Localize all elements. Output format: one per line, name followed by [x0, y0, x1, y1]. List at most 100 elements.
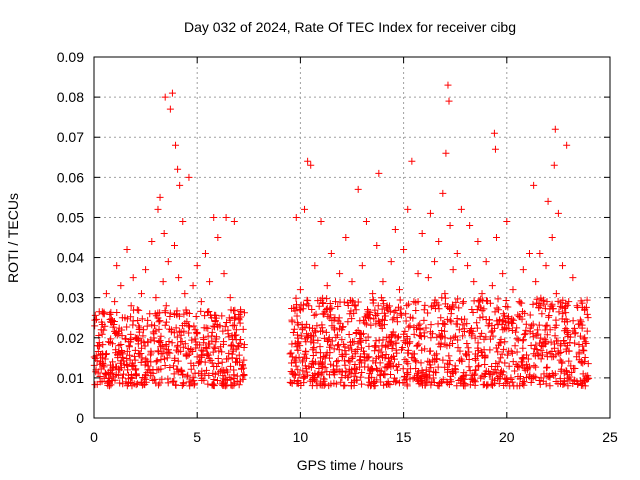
data-point	[228, 341, 236, 349]
y-tick-label: 0	[76, 410, 84, 426]
data-point	[375, 318, 383, 326]
data-point	[481, 361, 489, 369]
y-tick-label: 0.03	[57, 290, 84, 306]
data-point	[96, 360, 104, 368]
data-point	[306, 324, 314, 332]
data-point	[566, 373, 574, 381]
data-point	[539, 338, 547, 346]
data-point	[234, 342, 242, 350]
data-point	[441, 327, 449, 335]
data-point	[564, 332, 572, 340]
data-point	[208, 314, 216, 322]
data-point	[456, 347, 464, 355]
data-point	[237, 306, 245, 314]
data-point	[296, 286, 304, 294]
data-point	[157, 356, 165, 364]
data-point	[144, 362, 152, 370]
data-point	[532, 363, 540, 371]
data-point	[458, 316, 466, 324]
data-point	[426, 209, 434, 217]
data-point	[96, 378, 104, 386]
y-tick-label: 0.04	[57, 250, 84, 266]
data-point	[544, 373, 552, 381]
data-point	[362, 320, 370, 328]
data-point	[437, 314, 445, 322]
data-point	[480, 305, 488, 313]
data-point	[215, 347, 223, 355]
data-point	[320, 310, 328, 318]
data-point	[466, 367, 474, 375]
data-point	[123, 347, 131, 355]
data-point	[119, 350, 127, 358]
data-point	[402, 375, 410, 383]
data-point	[95, 339, 103, 347]
data-point	[502, 379, 510, 387]
data-point	[434, 363, 442, 371]
data-point	[543, 349, 551, 357]
data-point	[372, 354, 380, 362]
data-point	[328, 304, 336, 312]
data-point	[174, 348, 182, 356]
data-point	[483, 382, 491, 390]
data-point	[449, 266, 457, 274]
data-point	[313, 322, 321, 330]
data-point	[171, 356, 179, 364]
data-point	[453, 250, 461, 258]
data-point	[413, 325, 421, 333]
x-tick-label: 0	[90, 429, 98, 445]
data-point	[143, 322, 151, 330]
data-point	[353, 346, 361, 354]
data-point	[534, 330, 542, 338]
data-point	[579, 346, 587, 354]
data-point	[463, 320, 471, 328]
data-point	[499, 316, 507, 324]
data-point	[459, 332, 467, 340]
data-point	[575, 350, 583, 358]
data-point	[203, 345, 211, 353]
data-point	[513, 348, 521, 356]
data-point	[329, 366, 337, 374]
data-point	[358, 380, 366, 388]
data-point	[314, 371, 322, 379]
data-point	[563, 141, 571, 149]
data-point	[523, 351, 531, 359]
data-point	[519, 380, 527, 388]
data-point	[536, 380, 544, 388]
data-point	[197, 298, 205, 306]
data-point	[519, 266, 527, 274]
data-point	[99, 361, 107, 369]
data-point	[482, 367, 490, 375]
data-point	[180, 310, 188, 318]
data-point	[499, 317, 507, 325]
data-point	[310, 374, 318, 382]
data-point	[374, 302, 382, 310]
data-point	[470, 371, 478, 379]
data-point	[435, 379, 443, 387]
data-point	[294, 338, 302, 346]
data-point	[505, 318, 513, 326]
data-point	[316, 343, 324, 351]
data-point	[213, 333, 221, 341]
data-point	[227, 381, 235, 389]
data-point	[526, 328, 534, 336]
data-point	[346, 358, 354, 366]
data-point	[532, 278, 540, 286]
data-point	[318, 369, 326, 377]
data-point	[501, 324, 509, 332]
data-point	[533, 346, 541, 354]
data-point	[138, 315, 146, 323]
data-point	[476, 332, 484, 340]
data-point	[223, 319, 231, 327]
data-point	[519, 344, 527, 352]
data-point	[469, 308, 477, 316]
data-point	[175, 274, 183, 282]
data-point	[358, 369, 366, 377]
data-point	[358, 262, 366, 270]
data-point	[378, 305, 386, 313]
data-point	[350, 338, 358, 346]
data-point	[228, 382, 236, 390]
data-point	[312, 328, 320, 336]
data-point	[161, 361, 169, 369]
data-point	[515, 298, 523, 306]
data-point	[116, 366, 124, 374]
